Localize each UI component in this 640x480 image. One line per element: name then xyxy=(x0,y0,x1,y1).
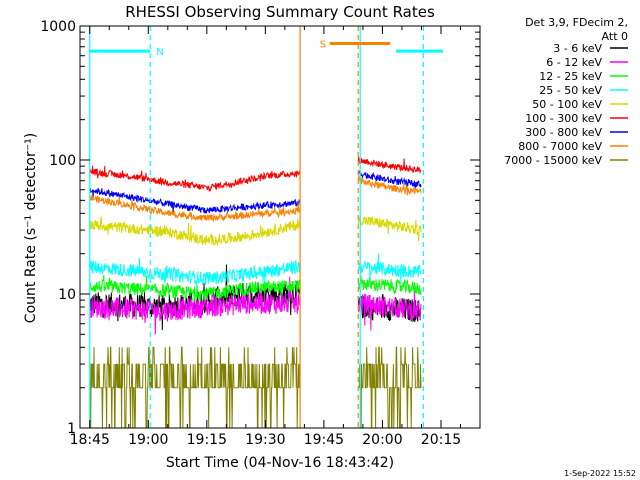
legend-header-line: Det 3,9, FDecim 2, xyxy=(525,16,628,29)
series-line-50-100-orbit-2 xyxy=(357,215,422,242)
series-line-50-100-orbit-1 xyxy=(89,216,301,246)
legend-label: 3 - 6 keV xyxy=(553,42,602,55)
series-line-100-300-orbit-1 xyxy=(89,165,301,192)
series-line-300-800-orbit-1 xyxy=(89,187,301,215)
plot-frame xyxy=(79,25,481,429)
y-tick-label: 1000 xyxy=(40,19,76,35)
series-line-25-50-orbit-2 xyxy=(357,253,422,285)
legend-label: 6 - 12 keV xyxy=(546,56,602,69)
legend-label: 50 - 100 keV xyxy=(532,98,602,111)
series-line-800-7000-orbit-1 xyxy=(89,195,301,223)
legend-label: 800 - 7000 keV xyxy=(518,140,602,153)
y-axis-label: Count Rate (s⁻¹ detector⁻¹) xyxy=(23,133,39,323)
plot-border xyxy=(79,25,481,429)
legend-label: 7000 - 15000 keV xyxy=(504,154,602,167)
x-tick-label: 19:15 xyxy=(187,432,227,448)
series-line-7000-15000-orbit-2 xyxy=(358,346,422,429)
series-line-300-800-orbit-2 xyxy=(357,170,422,190)
series-line-6-12-orbit-1 xyxy=(89,276,301,335)
legend-header-line: Att 0 xyxy=(602,30,628,43)
series-line-800-7000-orbit-2 xyxy=(357,175,422,196)
y-tick-label: 100 xyxy=(49,153,76,169)
series-line-6-12-orbit-2 xyxy=(357,289,422,331)
y-axis-ticks: 1 10 100 1000 xyxy=(40,19,480,437)
series-line-100-300-orbit-2 xyxy=(357,156,422,175)
x-tick-label: 18:45 xyxy=(70,432,110,448)
x-tick-label: 19:00 xyxy=(128,432,168,448)
legend-label: 12 - 25 keV xyxy=(539,70,602,83)
series-line-25-50-orbit-1 xyxy=(89,257,301,286)
x-axis-label: Start Time (04-Nov-16 18:43:42) xyxy=(166,455,394,471)
annotation-label-n: N xyxy=(156,47,163,58)
legend-label: 300 - 800 keV xyxy=(525,126,602,139)
orbit-annotations: NS xyxy=(89,40,443,58)
y-tick-label: 1 xyxy=(67,421,76,437)
annotation-label-s: S xyxy=(320,40,326,51)
series-line-12-25-orbit-1 xyxy=(89,275,301,303)
x-axis-ticks: 18:45 19:00 19:15 19:30 19:45 20:00 20:15 xyxy=(70,26,461,448)
series-line-12-25-orbit-2 xyxy=(357,275,422,295)
x-tick-label: 19:45 xyxy=(304,432,344,448)
series-line-7000-15000-orbit-1 xyxy=(89,346,301,429)
plot-lines xyxy=(89,26,425,429)
x-tick-label: 19:30 xyxy=(245,432,285,448)
legend-label: 25 - 50 keV xyxy=(539,84,602,97)
x-tick-label: 20:00 xyxy=(362,432,402,448)
chart-title: RHESSI Observing Summary Count Rates xyxy=(125,3,435,21)
footer-timestamp: 1-Sep-2022 15:52 xyxy=(564,469,636,478)
legend-label: 100 - 300 keV xyxy=(525,112,602,125)
y-tick-label: 10 xyxy=(58,287,76,303)
x-tick-label: 20:15 xyxy=(421,432,461,448)
